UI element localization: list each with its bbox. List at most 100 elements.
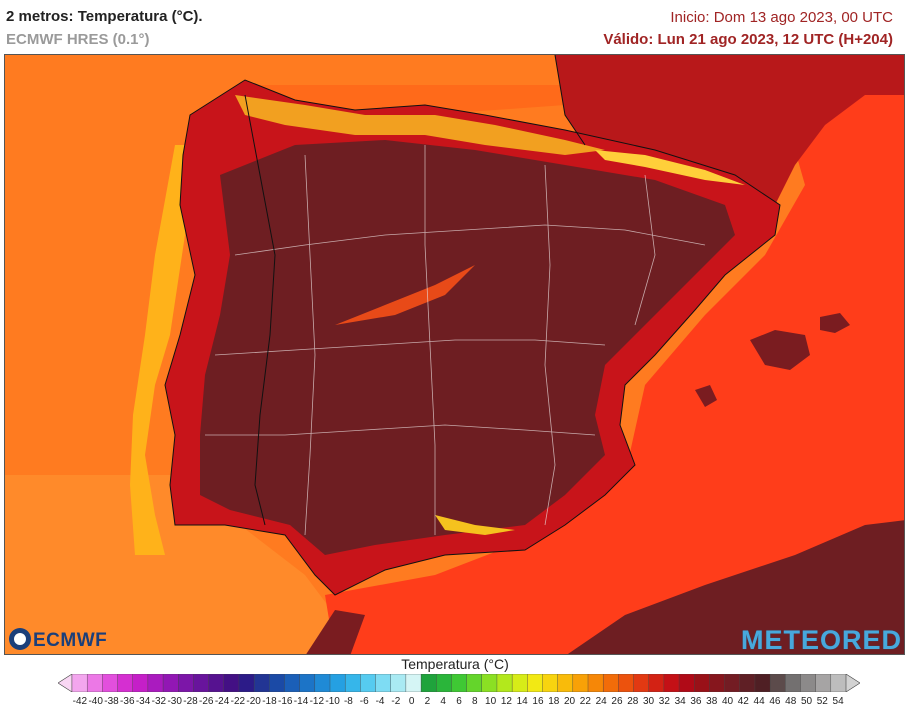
spain-portugal-border xyxy=(244,94,276,526)
legend-tick-label: -6 xyxy=(359,696,369,707)
legend-tick-label: -26 xyxy=(199,696,214,707)
pyrenees xyxy=(595,150,745,185)
legend-tick-label: 52 xyxy=(816,696,828,707)
legend-swatch xyxy=(420,674,437,692)
legend-swatch xyxy=(466,674,483,692)
legend-max-arrow xyxy=(845,674,860,692)
legend-swatch xyxy=(329,674,346,692)
legend-tick-label: -10 xyxy=(325,696,340,707)
ecmwf-logo: ECMWF xyxy=(9,628,107,652)
france-land xyxy=(555,55,904,205)
sierra-nevada xyxy=(435,515,515,535)
legend-swatch xyxy=(739,674,756,692)
legend-swatch xyxy=(360,674,377,692)
legend-swatch xyxy=(724,674,741,692)
legend-swatch xyxy=(147,674,164,692)
model-label: ECMWF HRES (0.1°) xyxy=(6,31,150,48)
legend-tick-label: 2 xyxy=(424,696,431,707)
mediterranean-sea xyxy=(325,55,904,654)
legend-tick-label: -32 xyxy=(151,696,167,707)
atlantic-south xyxy=(5,475,365,654)
legend-swatch xyxy=(451,674,468,692)
legend-swatch xyxy=(117,674,134,692)
header: 2 metros: Temperatura (°C). ECMWF HRES (… xyxy=(0,0,910,54)
legend-swatch xyxy=(496,674,513,692)
ecmwf-logo-icon xyxy=(9,628,31,650)
legend-tick-label: -38 xyxy=(104,696,119,707)
legend-swatch xyxy=(542,674,559,692)
legend-tick-label: -2 xyxy=(391,696,401,707)
legend-tick-label: 32 xyxy=(658,696,670,707)
legend-swatch xyxy=(178,674,194,692)
legend-swatch xyxy=(618,674,635,692)
legend-tick-label: -34 xyxy=(135,696,151,707)
legend-swatch xyxy=(633,674,650,692)
legend-tick-label: 10 xyxy=(485,696,497,707)
legend-swatch xyxy=(405,674,422,692)
legend-swatch xyxy=(436,674,452,692)
legend-tick-label: 44 xyxy=(753,696,765,707)
morocco-tip xyxy=(306,610,365,654)
legend-swatch xyxy=(815,674,832,692)
coastline xyxy=(164,79,781,596)
legend-swatch xyxy=(694,674,710,692)
legend-tick-label: -12 xyxy=(309,696,325,707)
meteored-logo: METEORED xyxy=(740,625,902,655)
legend-swatch xyxy=(71,674,88,692)
color-legend-bar xyxy=(58,674,860,692)
legend-swatch xyxy=(284,674,301,692)
cantabrian-coast xyxy=(235,95,605,155)
legend-swatch xyxy=(269,674,285,692)
north-africa xyxy=(567,520,904,654)
legend-swatch xyxy=(208,674,225,692)
legend-title: Temperatura (°C) xyxy=(401,656,509,672)
legend-swatch xyxy=(648,674,665,692)
legend-tick-label: 42 xyxy=(737,696,749,707)
legend-swatch xyxy=(663,674,680,692)
menorca xyxy=(820,313,850,333)
ecmwf-logo-text: ECMWF xyxy=(33,630,108,651)
valid-time: Válido: Lun 21 ago 2023, 12 UTC (H+204) xyxy=(603,31,893,48)
legend-swatch xyxy=(800,674,817,692)
legend-tick-label: 34 xyxy=(674,696,686,707)
legend-tick-label: 22 xyxy=(579,696,591,707)
legend-tick-label: 38 xyxy=(706,696,718,707)
legend-swatch xyxy=(132,674,149,692)
legend-swatch xyxy=(527,674,543,692)
legend-tick-label: 0 xyxy=(408,696,415,707)
legend-tick-label: -20 xyxy=(246,696,261,707)
legend-swatch xyxy=(678,674,695,692)
legend-min-arrow xyxy=(58,674,73,692)
legend-swatch xyxy=(102,674,119,692)
legend-swatch xyxy=(511,674,528,692)
legend-swatch xyxy=(253,674,270,692)
legend-swatch xyxy=(238,674,255,692)
legend-tick-label: 50 xyxy=(800,696,813,707)
legend-tick-label: -36 xyxy=(120,696,135,707)
temperature-map[interactable]: ECMWF METEORED xyxy=(4,54,905,655)
legend-tick-label: -22 xyxy=(230,696,246,707)
legend-swatch xyxy=(223,674,240,692)
legend-swatch xyxy=(602,674,619,692)
legend-swatch xyxy=(86,674,103,692)
province-borders xyxy=(205,145,706,536)
legend-tick-label: 28 xyxy=(627,696,639,707)
legend-tick-label: -28 xyxy=(183,696,198,707)
legend-tick-label: -18 xyxy=(262,696,277,707)
legend-tick-label: -24 xyxy=(214,696,230,707)
legend-tick-label: 18 xyxy=(548,696,560,707)
init-time: Inicio: Dom 13 ago 2023, 00 UTC xyxy=(670,9,893,26)
legend-swatch xyxy=(769,674,786,692)
legend-tick-label: 54 xyxy=(832,696,844,707)
ibiza xyxy=(695,385,717,407)
legend-tick-label: -16 xyxy=(278,696,293,707)
mallorca xyxy=(750,330,810,370)
legend-swatch xyxy=(557,674,574,692)
legend-tick-label: 24 xyxy=(595,696,607,707)
legend-tick-label: -40 xyxy=(88,696,103,707)
legend-tick-label: 8 xyxy=(472,696,478,707)
legend-tick-label: 26 xyxy=(611,696,623,707)
legend-tick-label: 36 xyxy=(690,696,702,707)
legend-tick-label: 46 xyxy=(769,696,781,707)
legend-tick-label: 30 xyxy=(642,696,655,707)
